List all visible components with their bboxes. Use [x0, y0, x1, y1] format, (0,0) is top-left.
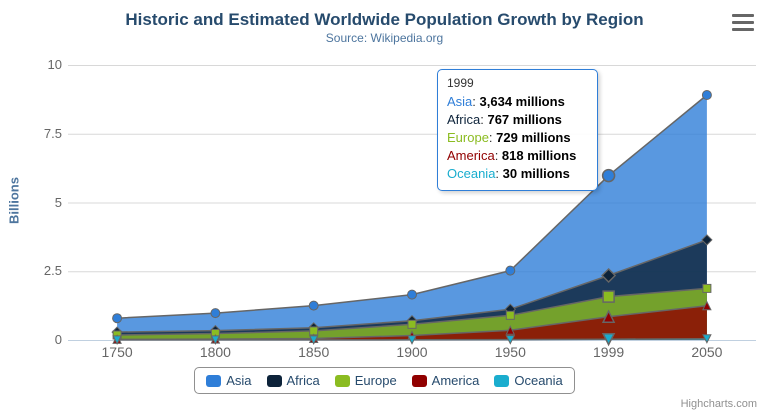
marker-asia-1999[interactable] [601, 168, 616, 183]
marker-europe-1999[interactable] [602, 290, 615, 303]
x-axis-label-2050: 2050 [691, 344, 723, 360]
tooltip-series-value: 30 millions [499, 166, 570, 181]
area-america[interactable] [117, 305, 707, 340]
x-axis-label-1900: 1900 [396, 344, 428, 360]
tooltip-series-value: 3,634 millions [475, 94, 565, 109]
tooltip-series-value: 729 millions [492, 130, 571, 145]
y-axis-label-5: 5 [54, 194, 62, 210]
legend-swatch-icon [266, 374, 282, 387]
marker-europe-1900[interactable] [407, 319, 417, 329]
hamburger-icon [732, 14, 754, 17]
chart-title: Historic and Estimated Worldwide Populat… [125, 10, 644, 29]
tooltip-series-name: Asia [447, 94, 473, 109]
y-axis-label-0: 0 [54, 332, 62, 347]
tooltip-series-name: America [447, 148, 495, 163]
marker-asia-1750[interactable] [112, 313, 123, 324]
marker-oceania-1750[interactable] [112, 335, 122, 346]
legend-item-africa[interactable]: Africa [266, 373, 320, 388]
marker-oceania-1950[interactable] [505, 335, 516, 345]
legend-container: Asia Africa Europe America Oceania [0, 367, 769, 394]
tooltip-row-oceania: Oceania: 30 millions [447, 166, 570, 181]
legend-item-asia[interactable]: Asia [206, 373, 252, 388]
marker-africa-2050[interactable] [701, 234, 713, 246]
tooltip-row-europe: Europe: 729 millions [447, 130, 571, 145]
hamburger-icon [732, 28, 754, 31]
marker-america-2050[interactable] [702, 300, 712, 311]
tooltip-series-name: Oceania [447, 166, 496, 181]
x-axis-label-1999: 1999 [593, 344, 625, 360]
legend-item-europe[interactable]: Europe [334, 373, 397, 388]
tooltip-row-africa: Africa: 767 millions [447, 112, 562, 127]
marker-america-1950[interactable] [505, 325, 516, 335]
legend-swatch-icon [411, 374, 427, 387]
tooltip-row-america: America: 818 millions [447, 148, 577, 163]
marker-oceania-2050[interactable] [702, 334, 712, 344]
marker-oceania-1800[interactable] [210, 335, 221, 346]
y-axis-label-7.5: 7.5 [43, 125, 62, 141]
tooltip-header: 1999 [447, 76, 474, 90]
tooltip-series-value: 818 millions [498, 148, 577, 163]
export-menu-button[interactable] [732, 13, 754, 32]
marker-oceania-1900[interactable] [407, 335, 417, 345]
marker-europe-2050[interactable] [702, 283, 712, 293]
tooltip-row-asia: Asia: 3,634 millions [447, 94, 565, 109]
marker-asia-1850[interactable] [308, 300, 319, 311]
y-axis-label-2.5: 2.5 [43, 263, 62, 279]
legend-label: Africa [286, 373, 320, 388]
marker-oceania-1999[interactable] [601, 332, 616, 347]
marker-europe-1950[interactable] [505, 310, 515, 320]
legend-label: America [431, 373, 480, 388]
hamburger-icon [732, 21, 754, 24]
x-axis-label-1750: 1750 [101, 344, 133, 360]
marker-asia-1800[interactable] [210, 308, 221, 319]
legend-label: Europe [354, 373, 397, 388]
legend-label: Asia [226, 373, 252, 388]
legend-swatch-icon [206, 374, 222, 387]
tooltip-series-name: Europe [447, 130, 489, 145]
legend-swatch-icon [494, 374, 510, 387]
x-axis-label-1800: 1800 [199, 344, 231, 360]
legend-swatch-icon [334, 374, 350, 387]
tooltip-series-value: 767 millions [483, 112, 562, 127]
area-asia[interactable] [117, 95, 707, 340]
highcharts-credits[interactable]: Highcharts.com [680, 398, 757, 410]
chart-subtitle: Source: Wikipedia.org [325, 31, 444, 45]
marker-america-1999[interactable] [601, 309, 616, 323]
marker-africa-1999[interactable] [601, 267, 617, 284]
legend-label: Oceania [514, 373, 563, 388]
marker-oceania-1850[interactable] [308, 335, 319, 346]
marker-asia-2050[interactable] [701, 90, 712, 100]
marker-asia-1950[interactable] [505, 265, 516, 276]
marker-asia-1900[interactable] [407, 289, 417, 300]
x-axis-label-1850: 1850 [298, 344, 330, 360]
legend: Asia Africa Europe America Oceania [194, 367, 575, 394]
legend-item-oceania[interactable]: Oceania [494, 373, 563, 388]
tooltip: 1999 Asia: 3,634 millions Africa: 767 mil… [437, 69, 598, 191]
x-axis-label-1950: 1950 [494, 344, 526, 360]
tooltip-series-name: Africa [447, 112, 481, 127]
legend-item-america[interactable]: America [411, 373, 480, 388]
y-axis-label-10: 10 [47, 57, 62, 72]
